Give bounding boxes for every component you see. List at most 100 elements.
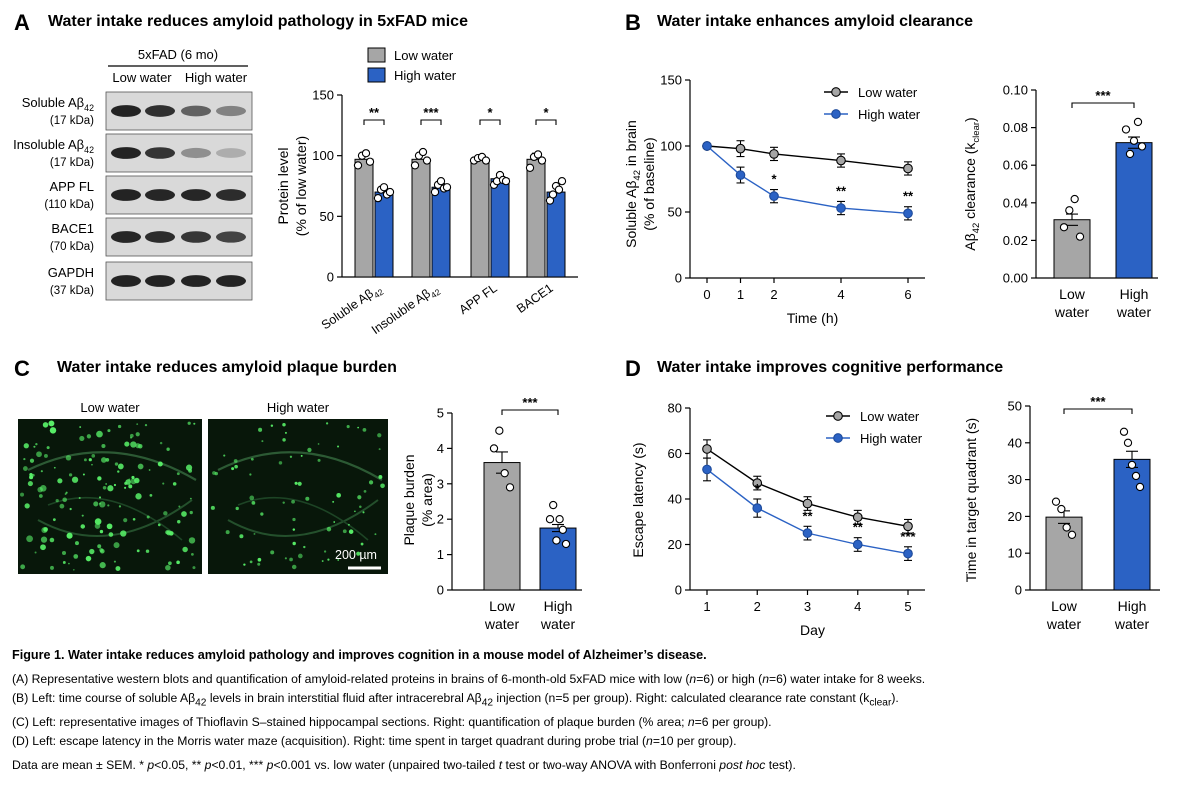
plaque	[20, 492, 25, 497]
plaque	[289, 455, 293, 458]
plaque	[136, 549, 140, 553]
plaque	[128, 484, 133, 489]
data-point	[505, 483, 515, 492]
significance-label: *	[487, 105, 493, 120]
data-point	[1065, 206, 1074, 215]
plaque	[303, 545, 306, 549]
y-tick-label: 0.08	[1003, 120, 1028, 135]
plaque	[189, 497, 192, 500]
plaque	[66, 532, 73, 539]
blot-row-label: GAPDH	[48, 265, 94, 280]
plaque	[323, 550, 327, 553]
bar	[1053, 219, 1091, 279]
blot-row-kda: (70 kDa)	[50, 241, 94, 253]
bar	[411, 158, 431, 278]
plaque	[368, 480, 374, 485]
x-axis-label: Time (h)	[787, 310, 839, 326]
y-axis-label: Soluble Aβ42 in brain	[623, 120, 643, 248]
plaque	[97, 544, 102, 549]
text-span: Soluble Aβ	[623, 181, 639, 248]
plaque	[380, 483, 385, 489]
text-span: clearance (k	[962, 142, 978, 223]
plaque	[297, 481, 302, 486]
data-point	[1051, 497, 1061, 506]
plaque	[40, 536, 48, 543]
data-point	[1129, 136, 1139, 145]
plaque	[321, 560, 324, 562]
plaque	[176, 560, 180, 565]
plaque	[86, 434, 92, 439]
plaque	[165, 564, 171, 571]
tissue-arc	[227, 499, 379, 537]
data-point	[1135, 482, 1145, 492]
series-point	[903, 208, 913, 219]
plaque	[123, 518, 128, 523]
plaque	[172, 482, 177, 486]
series-point	[735, 170, 746, 180]
blot-band	[145, 189, 175, 201]
plaque	[250, 457, 254, 461]
plaque	[137, 463, 144, 470]
data-point	[1067, 530, 1077, 539]
plaque	[234, 464, 238, 469]
x-tick-label: High	[544, 598, 573, 614]
plaque	[145, 549, 150, 553]
plaque	[68, 473, 73, 477]
plaque	[117, 424, 122, 429]
plaque	[327, 558, 330, 561]
blot-column-label: Low water	[112, 70, 172, 85]
plaque	[188, 537, 196, 544]
plaque	[189, 510, 193, 515]
data-point	[495, 426, 504, 435]
plaque	[53, 466, 56, 469]
plaque	[128, 478, 131, 481]
significance-bracket	[535, 119, 557, 125]
plaque	[270, 424, 274, 427]
plaque	[24, 503, 30, 509]
significance-label: *	[771, 172, 777, 187]
plaque	[282, 438, 286, 442]
significance-label: **	[802, 508, 813, 523]
data-point	[436, 176, 446, 186]
data-point	[1137, 142, 1147, 151]
legend-label: High water	[394, 68, 457, 83]
plaque	[333, 521, 336, 523]
plaque	[357, 495, 362, 500]
plaque	[257, 562, 261, 566]
plaque	[59, 503, 65, 509]
bar	[490, 178, 510, 278]
plaque	[305, 496, 310, 501]
x-tick-label: High	[1120, 286, 1149, 302]
plaque	[130, 441, 137, 448]
data-point	[1121, 125, 1131, 134]
plaque	[94, 523, 101, 529]
series-point	[802, 528, 813, 538]
blot-row-label: Soluble Aβ42	[22, 95, 94, 113]
text-span: Aβ	[962, 233, 978, 250]
plaque	[185, 464, 193, 471]
significance-bracket	[1071, 102, 1135, 108]
blot-row-kda: (17 kDa)	[50, 157, 94, 169]
plaque	[360, 542, 364, 546]
data-point	[558, 525, 567, 534]
data-point	[361, 149, 371, 158]
plaque	[99, 501, 106, 508]
y-tick-label: 150	[660, 73, 682, 88]
data-point	[549, 500, 558, 510]
data-point	[1133, 117, 1143, 127]
subscript: clear	[971, 121, 982, 142]
plaque	[157, 461, 163, 467]
panel-title-c: Water intake reduces amyloid plaque burd…	[57, 359, 397, 376]
plaque	[117, 463, 124, 470]
plaque	[181, 511, 187, 517]
plaque	[357, 426, 359, 429]
plaque	[278, 461, 283, 465]
y-axis-label: Time in target quadrant (s)	[963, 418, 979, 582]
plaque	[42, 422, 49, 428]
plaque	[243, 563, 246, 566]
y-tick-label: 0.06	[1003, 158, 1028, 173]
plaque	[342, 529, 347, 534]
plaque	[235, 506, 239, 511]
caption-panel-a: (A) Representative western blots and qua…	[12, 672, 926, 686]
y-tick-label: 0.02	[1003, 233, 1028, 248]
